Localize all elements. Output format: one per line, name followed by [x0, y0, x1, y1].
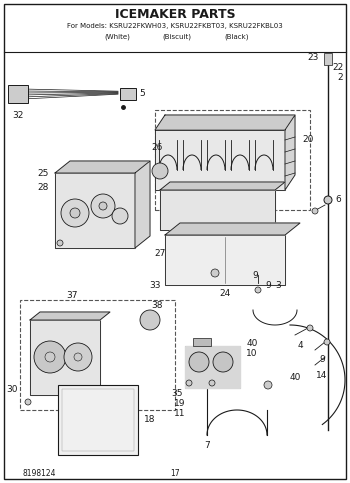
Polygon shape: [30, 320, 100, 395]
Text: (Biscuit): (Biscuit): [162, 34, 191, 40]
Text: 11: 11: [174, 409, 186, 417]
Text: 25: 25: [37, 169, 49, 177]
Text: 5: 5: [139, 89, 145, 99]
Text: 2: 2: [337, 73, 343, 83]
Circle shape: [264, 381, 272, 389]
Circle shape: [34, 341, 66, 373]
Text: (White): (White): [104, 34, 130, 40]
Bar: [58, 385, 138, 455]
Text: 9: 9: [252, 270, 258, 280]
Text: 35: 35: [171, 388, 183, 398]
Polygon shape: [165, 223, 300, 235]
Circle shape: [70, 208, 80, 218]
Text: 8198124: 8198124: [22, 469, 56, 478]
Text: (Black): (Black): [225, 34, 249, 40]
Circle shape: [61, 199, 89, 227]
Text: 9: 9: [319, 355, 325, 365]
Text: 26: 26: [151, 143, 163, 153]
Bar: [170, 230, 180, 236]
Circle shape: [186, 380, 192, 386]
Text: 4: 4: [297, 341, 303, 350]
Polygon shape: [30, 312, 110, 320]
Circle shape: [209, 380, 215, 386]
Polygon shape: [285, 115, 295, 190]
Text: 17: 17: [170, 469, 180, 478]
Text: 3: 3: [275, 282, 281, 290]
Circle shape: [64, 343, 92, 371]
Text: 22: 22: [332, 63, 344, 72]
Text: 24: 24: [219, 288, 231, 298]
Bar: [8, 85, 28, 103]
Text: 38: 38: [151, 300, 163, 310]
Text: 19: 19: [174, 398, 186, 408]
Text: 32: 32: [12, 111, 24, 119]
Polygon shape: [135, 161, 150, 248]
Circle shape: [213, 352, 233, 372]
Text: 28: 28: [37, 184, 49, 193]
Bar: [20, 300, 175, 410]
Bar: [120, 88, 136, 100]
Text: 40: 40: [246, 340, 258, 349]
Circle shape: [211, 269, 219, 277]
Circle shape: [57, 240, 63, 246]
Text: 7: 7: [204, 440, 210, 450]
Text: ICEMAKER PARTS: ICEMAKER PARTS: [115, 8, 235, 20]
Text: 14: 14: [316, 370, 328, 380]
Bar: [254, 230, 264, 236]
Text: 6: 6: [335, 196, 341, 204]
Text: 10: 10: [246, 350, 258, 358]
Circle shape: [99, 202, 107, 210]
Text: 37: 37: [66, 290, 78, 299]
Circle shape: [255, 287, 261, 293]
Bar: [324, 53, 332, 65]
Bar: [226, 230, 236, 236]
Text: 18: 18: [144, 415, 156, 425]
Circle shape: [152, 163, 168, 179]
Circle shape: [112, 208, 128, 224]
Circle shape: [324, 339, 330, 345]
Bar: [155, 110, 310, 210]
Text: 27: 27: [154, 248, 166, 257]
Polygon shape: [55, 161, 150, 173]
Text: 40: 40: [289, 373, 301, 383]
Polygon shape: [160, 182, 285, 190]
Text: 33: 33: [149, 281, 161, 289]
Circle shape: [74, 353, 82, 361]
Text: 20: 20: [302, 136, 314, 144]
Circle shape: [140, 310, 160, 330]
Text: 23: 23: [307, 53, 319, 61]
Polygon shape: [185, 346, 240, 388]
Polygon shape: [160, 190, 275, 230]
Bar: [198, 230, 208, 236]
Bar: [193, 338, 211, 346]
Text: 30: 30: [6, 385, 18, 395]
Circle shape: [312, 208, 318, 214]
Circle shape: [189, 352, 209, 372]
Text: 9: 9: [265, 282, 271, 290]
Bar: [62, 389, 134, 451]
Text: For Models: KSRU22FKWH03, KSRU22FKBT03, KSRU22FKBL03: For Models: KSRU22FKWH03, KSRU22FKBT03, …: [67, 23, 283, 29]
Circle shape: [25, 399, 31, 405]
Circle shape: [91, 194, 115, 218]
Polygon shape: [55, 173, 135, 248]
Polygon shape: [155, 115, 295, 130]
Circle shape: [45, 352, 55, 362]
Polygon shape: [165, 235, 285, 285]
Polygon shape: [155, 130, 285, 190]
Circle shape: [324, 196, 332, 204]
Circle shape: [307, 325, 313, 331]
